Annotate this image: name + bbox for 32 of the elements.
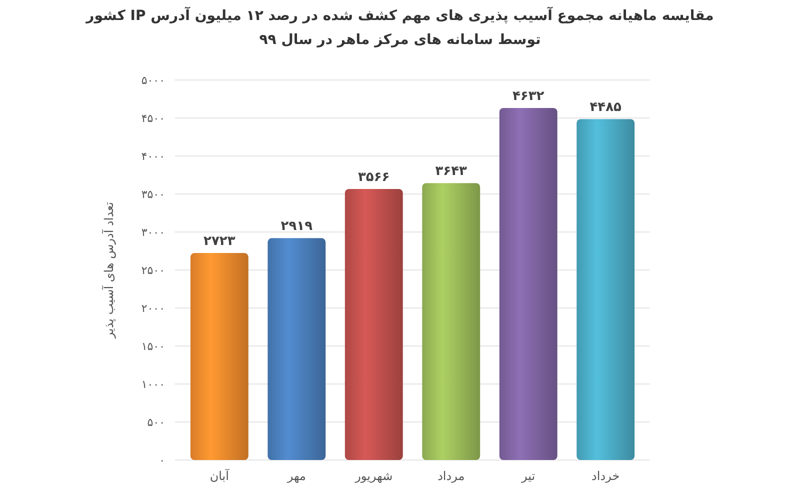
- x-tick-label: آبان: [210, 468, 230, 483]
- y-tick-label: ۱۰۰۰: [141, 378, 165, 391]
- bar: [576, 119, 635, 460]
- chart-subtitle: توسط سامانه های مرکز ماهر در سال ۹۹: [259, 32, 541, 48]
- bar: [422, 183, 480, 460]
- data-label: ۲۹۱۹: [280, 219, 313, 234]
- data-label: ۲۷۲۳: [204, 234, 236, 250]
- x-tick-label: مرداد: [438, 469, 465, 483]
- y-tick-label: ۱۵۰۰: [141, 340, 165, 353]
- bar: [344, 188, 403, 460]
- y-tick-label: ۳۰۰۰: [141, 226, 165, 239]
- y-tick-label: ۵۰۰: [147, 416, 165, 429]
- y-tick-label: ۲۰۰۰: [141, 302, 165, 315]
- bar: [190, 253, 248, 460]
- data-label: ۳۵۶۶: [358, 170, 390, 185]
- data-label: ۴۴۸۵: [590, 100, 622, 116]
- bar: [268, 238, 326, 460]
- bar: [499, 108, 558, 460]
- y-tick-label: ۳۵۰۰: [141, 188, 165, 201]
- x-tick-label: شهریور: [354, 469, 393, 483]
- y-tick-label: ۴۰۰۰: [141, 150, 165, 163]
- x-tick-label: خرداد: [592, 469, 620, 483]
- y-tick-label: ۵۰۰۰: [141, 74, 165, 87]
- x-tick-label: تیر: [520, 469, 536, 483]
- data-label: ۳۶۴۳: [435, 164, 468, 180]
- data-label: ۴۶۳۲: [512, 88, 544, 104]
- y-tick-label: ۴۵۰۰: [141, 112, 165, 125]
- y-tick-label: ۰: [159, 454, 165, 467]
- chart-title: مقایسه ماهیانه مجموع آسیب پذیری های مهم کشف شده در رصد ۱۲ میلیون آدرس IP کشور: [85, 6, 714, 24]
- y-axis-title: تعداد آدرس های آسیب پذیر: [101, 202, 116, 340]
- y-tick-label: ۲۵۰۰: [141, 264, 165, 277]
- x-tick-label: مهر: [286, 469, 306, 483]
